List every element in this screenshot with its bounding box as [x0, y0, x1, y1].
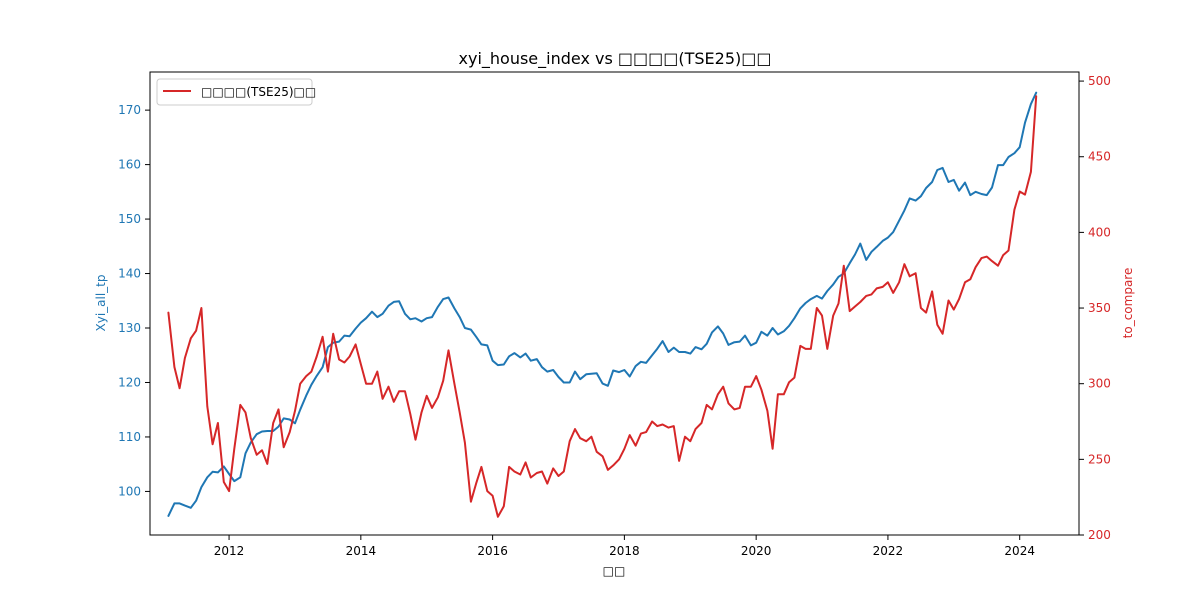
x-tick-label: 2022 — [873, 544, 904, 558]
y-left-tick-label: 120 — [118, 375, 141, 389]
y-right-tick-label: 250 — [1088, 452, 1111, 466]
y-axis-left: 100 110 120 130 140 150 160 170 — [118, 103, 150, 498]
y-right-tick-label: 300 — [1088, 377, 1111, 391]
x-tick-label: 2012 — [214, 544, 245, 558]
y-right-tick-label: 500 — [1088, 74, 1111, 88]
y-left-tick-label: 100 — [118, 484, 141, 498]
y-left-tick-label: 160 — [118, 158, 141, 172]
x-tick-label: 2024 — [1004, 544, 1035, 558]
plot-frame — [149, 71, 1080, 536]
y-left-tick-label: 130 — [118, 321, 141, 335]
chart-title: xyi_house_index vs □□□□(TSE25)□□ — [459, 49, 772, 69]
series-layer — [167, 91, 1038, 518]
legend-box — [156, 78, 313, 106]
x-tick-label: 2014 — [346, 544, 377, 558]
y-left-tick-label: 170 — [118, 103, 141, 117]
x-tick-label: 2020 — [741, 544, 772, 558]
x-tick-label: 2018 — [609, 544, 640, 558]
y-axis-left-label: Xyi_all_tp — [94, 275, 108, 332]
y-axis-right: 200 250 300 350 400 450 500 — [1079, 74, 1111, 542]
x-tick-label: 2016 — [477, 544, 508, 558]
series-line-right — [167, 95, 1038, 518]
y-right-tick-label: 450 — [1088, 150, 1111, 164]
y-right-tick-label: 400 — [1088, 225, 1111, 239]
y-right-tick-label: 350 — [1088, 301, 1111, 315]
y-right-tick-label: 200 — [1088, 528, 1111, 542]
y-left-tick-label: 110 — [118, 430, 141, 444]
y-axis-right-label: to_compare — [1121, 268, 1135, 339]
plot-area — [150, 72, 1079, 535]
x-axis: 2012 2014 2016 2018 2020 2022 2024 — [214, 535, 1035, 558]
x-axis-label: □□ — [603, 564, 626, 578]
legend: □□□□(TSE25)□□ — [156, 78, 316, 106]
y-left-tick-label: 140 — [118, 267, 141, 281]
y-left-tick-label: 150 — [118, 212, 141, 226]
legend-entry-label: □□□□(TSE25)□□ — [201, 85, 316, 99]
series-line-left — [167, 91, 1038, 517]
